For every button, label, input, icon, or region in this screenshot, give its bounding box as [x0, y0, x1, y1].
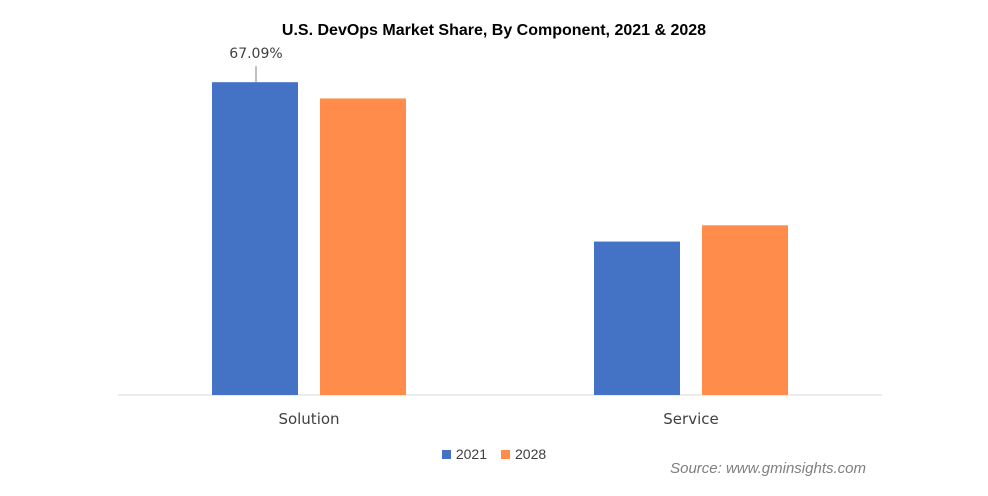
legend-label-2028: 2028: [515, 446, 547, 462]
x-tick-label-service: Service: [663, 410, 718, 428]
legend-item-2028: 2028: [501, 446, 546, 462]
legend-swatch-2028: [501, 449, 510, 459]
legend-label-2021: 2021: [455, 446, 487, 462]
x-tick-label-solution: Solution: [278, 410, 339, 428]
source-note: Source: www.gminsights.com: [670, 460, 866, 477]
legend-swatch-2021: [441, 449, 451, 459]
chart-title: U.S. DevOps Market Share, By Component, …: [281, 22, 707, 39]
bar-solution-2028: [320, 98, 406, 395]
bar-service-2021: [594, 241, 680, 395]
legend-item-2021: 2021: [441, 446, 487, 462]
legend: 2021 2028: [0, 446, 988, 462]
data-label-solution-2021: 67.09%: [229, 46, 282, 62]
bar-service-2028: [702, 225, 788, 395]
bar-solution-2021: [212, 82, 298, 395]
